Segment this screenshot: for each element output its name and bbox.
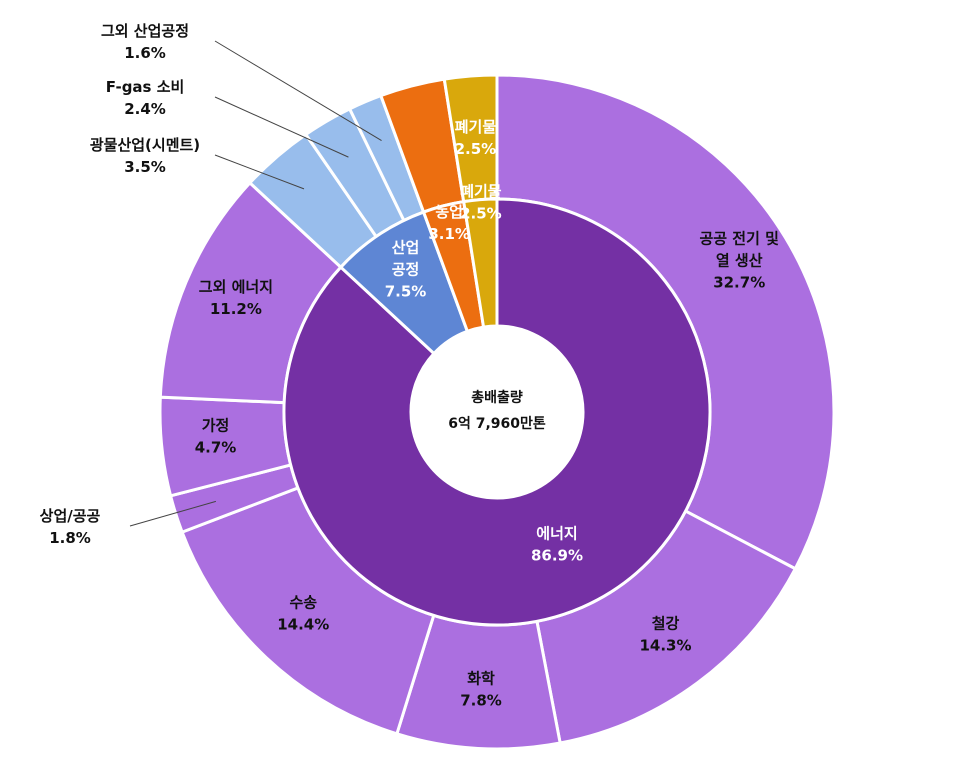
inner-label-폐기물: 폐기물 2.5% (460, 183, 502, 223)
center-title: 총배출량 (471, 389, 523, 406)
inner-ring (282, 197, 712, 627)
outer-label-그외-에너지: 그외 에너지 11.2% (199, 278, 273, 318)
leader-그외-산업공정 (214, 40, 382, 141)
outer-label-그외-산업공정: 그외 산업공정 1.6% (101, 22, 189, 62)
outer-label-철강: 철강 14.3% (639, 614, 691, 654)
outer-label-상업-공공: 상업/공공 1.8% (40, 507, 101, 547)
outer-label-화학: 화학 7.8% (460, 670, 502, 710)
outer-ring (158, 73, 836, 751)
inner-label-에너지: 에너지 86.9% (531, 524, 583, 564)
outer-label-가정: 가정 4.7% (195, 416, 237, 456)
outer-label-수송: 수송 14.4% (277, 593, 329, 633)
outer-label-폐기물: 폐기물 2.5% (455, 118, 497, 158)
leader-F-gas-소비 (214, 96, 349, 158)
outer-label-광물산업-시멘트-: 광물산업(시멘트) 3.5% (90, 136, 200, 176)
leader-lines (129, 40, 382, 527)
leader-광물산업-시멘트- (214, 154, 305, 190)
inner-label-산업공정: 산업 공정 7.5% (385, 239, 427, 301)
center-hole (411, 326, 583, 498)
inner-label-농업: 농업 3.1% (428, 203, 470, 243)
leader-상업-공공 (129, 500, 217, 527)
outer-label-F-gas-소비: F-gas 소비 2.4% (106, 78, 185, 118)
center-total: 6억 7,960만톤 (448, 416, 546, 432)
